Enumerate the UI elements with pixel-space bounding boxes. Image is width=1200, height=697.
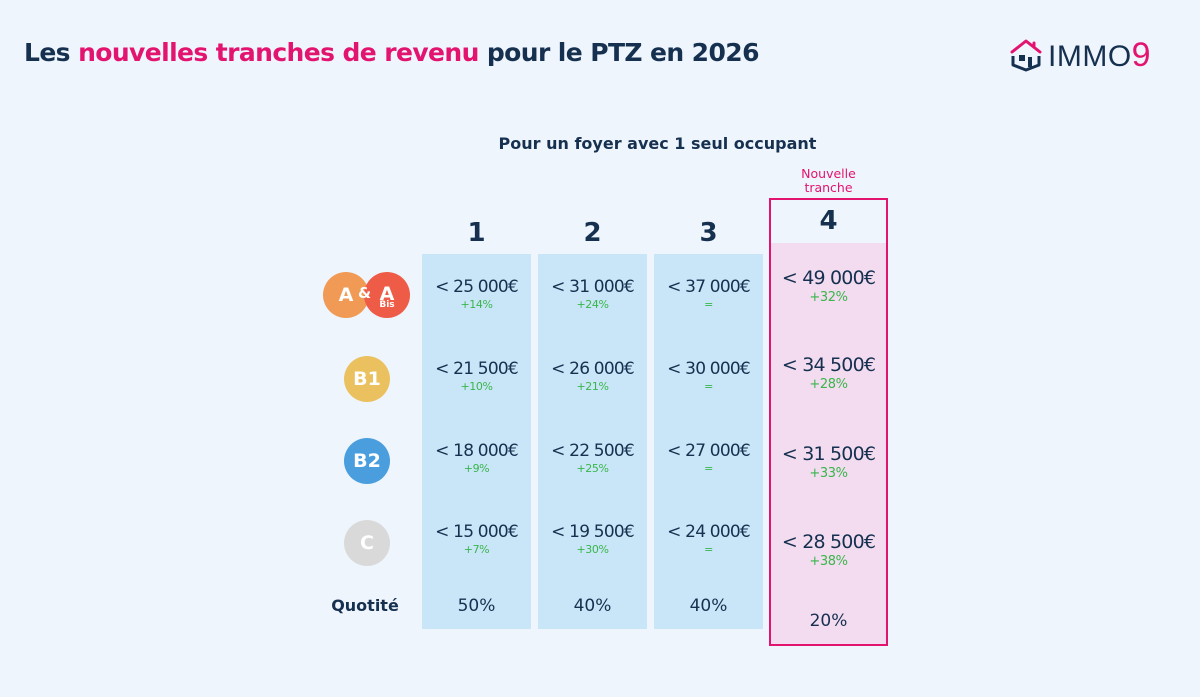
quotite-value: 40% [689,596,728,616]
cell-change: = [704,298,713,311]
table-cell: < 30 000€ = [654,359,763,393]
cell-change: +10% [460,380,493,393]
house-icon [1010,39,1042,72]
quotite-value: 50% [457,596,496,616]
cell-change: +21% [576,380,609,393]
logo-word: IMMO [1048,39,1132,73]
zone-ampersand: & [358,284,372,302]
column-2-bg [538,254,647,629]
column-3-bg [654,254,763,629]
cell-change: +14% [460,298,493,311]
table-cell: < 25 000€ +14% [422,277,531,311]
cell-change: = [704,462,713,475]
table-cell: < 26 000€ +21% [538,359,647,393]
column-header-2: 2 [583,218,602,248]
cell-value: < 26 000€ [551,359,635,379]
logo-text: IMMO9 [1048,36,1151,75]
zone-badge-c: C [344,520,390,566]
cell-change: +32% [809,290,848,305]
logo: IMMO9 [1008,36,1151,74]
cell-value: < 37 000€ [667,277,751,297]
table-cell: < 49 000€ +32% [771,267,886,305]
new-tranche-label: Nouvelle tranche [801,166,856,195]
cell-change: = [704,380,713,393]
title-prefix: Les [24,38,79,67]
quotite-value: 40% [573,596,612,616]
table-cell: < 34 500€ +28% [771,354,886,392]
cell-change: +30% [576,543,609,556]
column-4-header-bg [771,200,886,243]
table-cell: < 24 000€ = [654,522,763,556]
table-cell: < 31 500€ +33% [771,443,886,481]
column-header-4: 4 [819,206,838,236]
table-cell: < 28 500€ +38% [771,531,886,569]
cell-value: < 18 000€ [435,441,519,461]
cell-value: < 49 000€ [781,267,876,289]
table-cell: < 27 000€ = [654,441,763,475]
zone-badge-a: A [323,272,369,318]
title-highlight: nouvelles tranches de revenu [78,38,479,67]
cell-change: +25% [576,462,609,475]
zone-badge-b1: B1 [344,356,390,402]
cell-change: +24% [576,298,609,311]
column-4-highlight: 4 [769,198,888,646]
zone-a-bis-label: A [379,283,395,305]
cell-value: < 25 000€ [435,277,519,297]
cell-value: < 34 500€ [781,354,876,376]
table-cell: < 22 500€ +25% [538,441,647,475]
cell-value: < 31 500€ [781,443,876,465]
cell-value: < 19 500€ [551,522,635,542]
cell-change: +28% [809,377,848,392]
table-cell: < 37 000€ = [654,277,763,311]
cell-change: +33% [809,466,848,481]
column-header-3: 3 [699,218,718,248]
table-cell: < 31 000€ +24% [538,277,647,311]
cell-value: < 27 000€ [667,441,751,461]
quotite-label: Quotité [331,596,399,615]
logo-digit: 9 [1131,35,1152,74]
zone-badge-b2: B2 [344,438,390,484]
table-cell: < 19 500€ +30% [538,522,647,556]
cell-value: < 31 000€ [551,277,635,297]
cell-change: = [704,543,713,556]
cell-value: < 15 000€ [435,522,519,542]
table-cell: < 21 500€ +10% [422,359,531,393]
cell-value: < 21 500€ [435,359,519,379]
title-suffix: pour le PTZ en 2026 [478,38,760,67]
cell-value: < 30 000€ [667,359,751,379]
cell-change: +38% [809,554,848,569]
zone-bis-label: Bis [379,300,395,310]
cell-value: < 28 500€ [781,531,876,553]
chart-subtitle: Pour un foyer avec 1 seul occupant [498,134,817,153]
cell-value: < 22 500€ [551,441,635,461]
table-cell: < 15 000€ +7% [422,522,531,556]
zone-a-label: A [338,284,354,306]
cell-change: +7% [463,543,490,556]
table-cell: < 18 000€ +9% [422,441,531,475]
cell-value: < 24 000€ [667,522,751,542]
page-title: Les nouvelles tranches de revenu pour le… [24,38,759,67]
column-header-1: 1 [467,218,486,248]
quotite-value: 20% [809,611,848,631]
zone-badge-a-bis: A Bis [364,272,410,318]
cell-change: +9% [463,462,490,475]
column-1-bg [422,254,531,629]
